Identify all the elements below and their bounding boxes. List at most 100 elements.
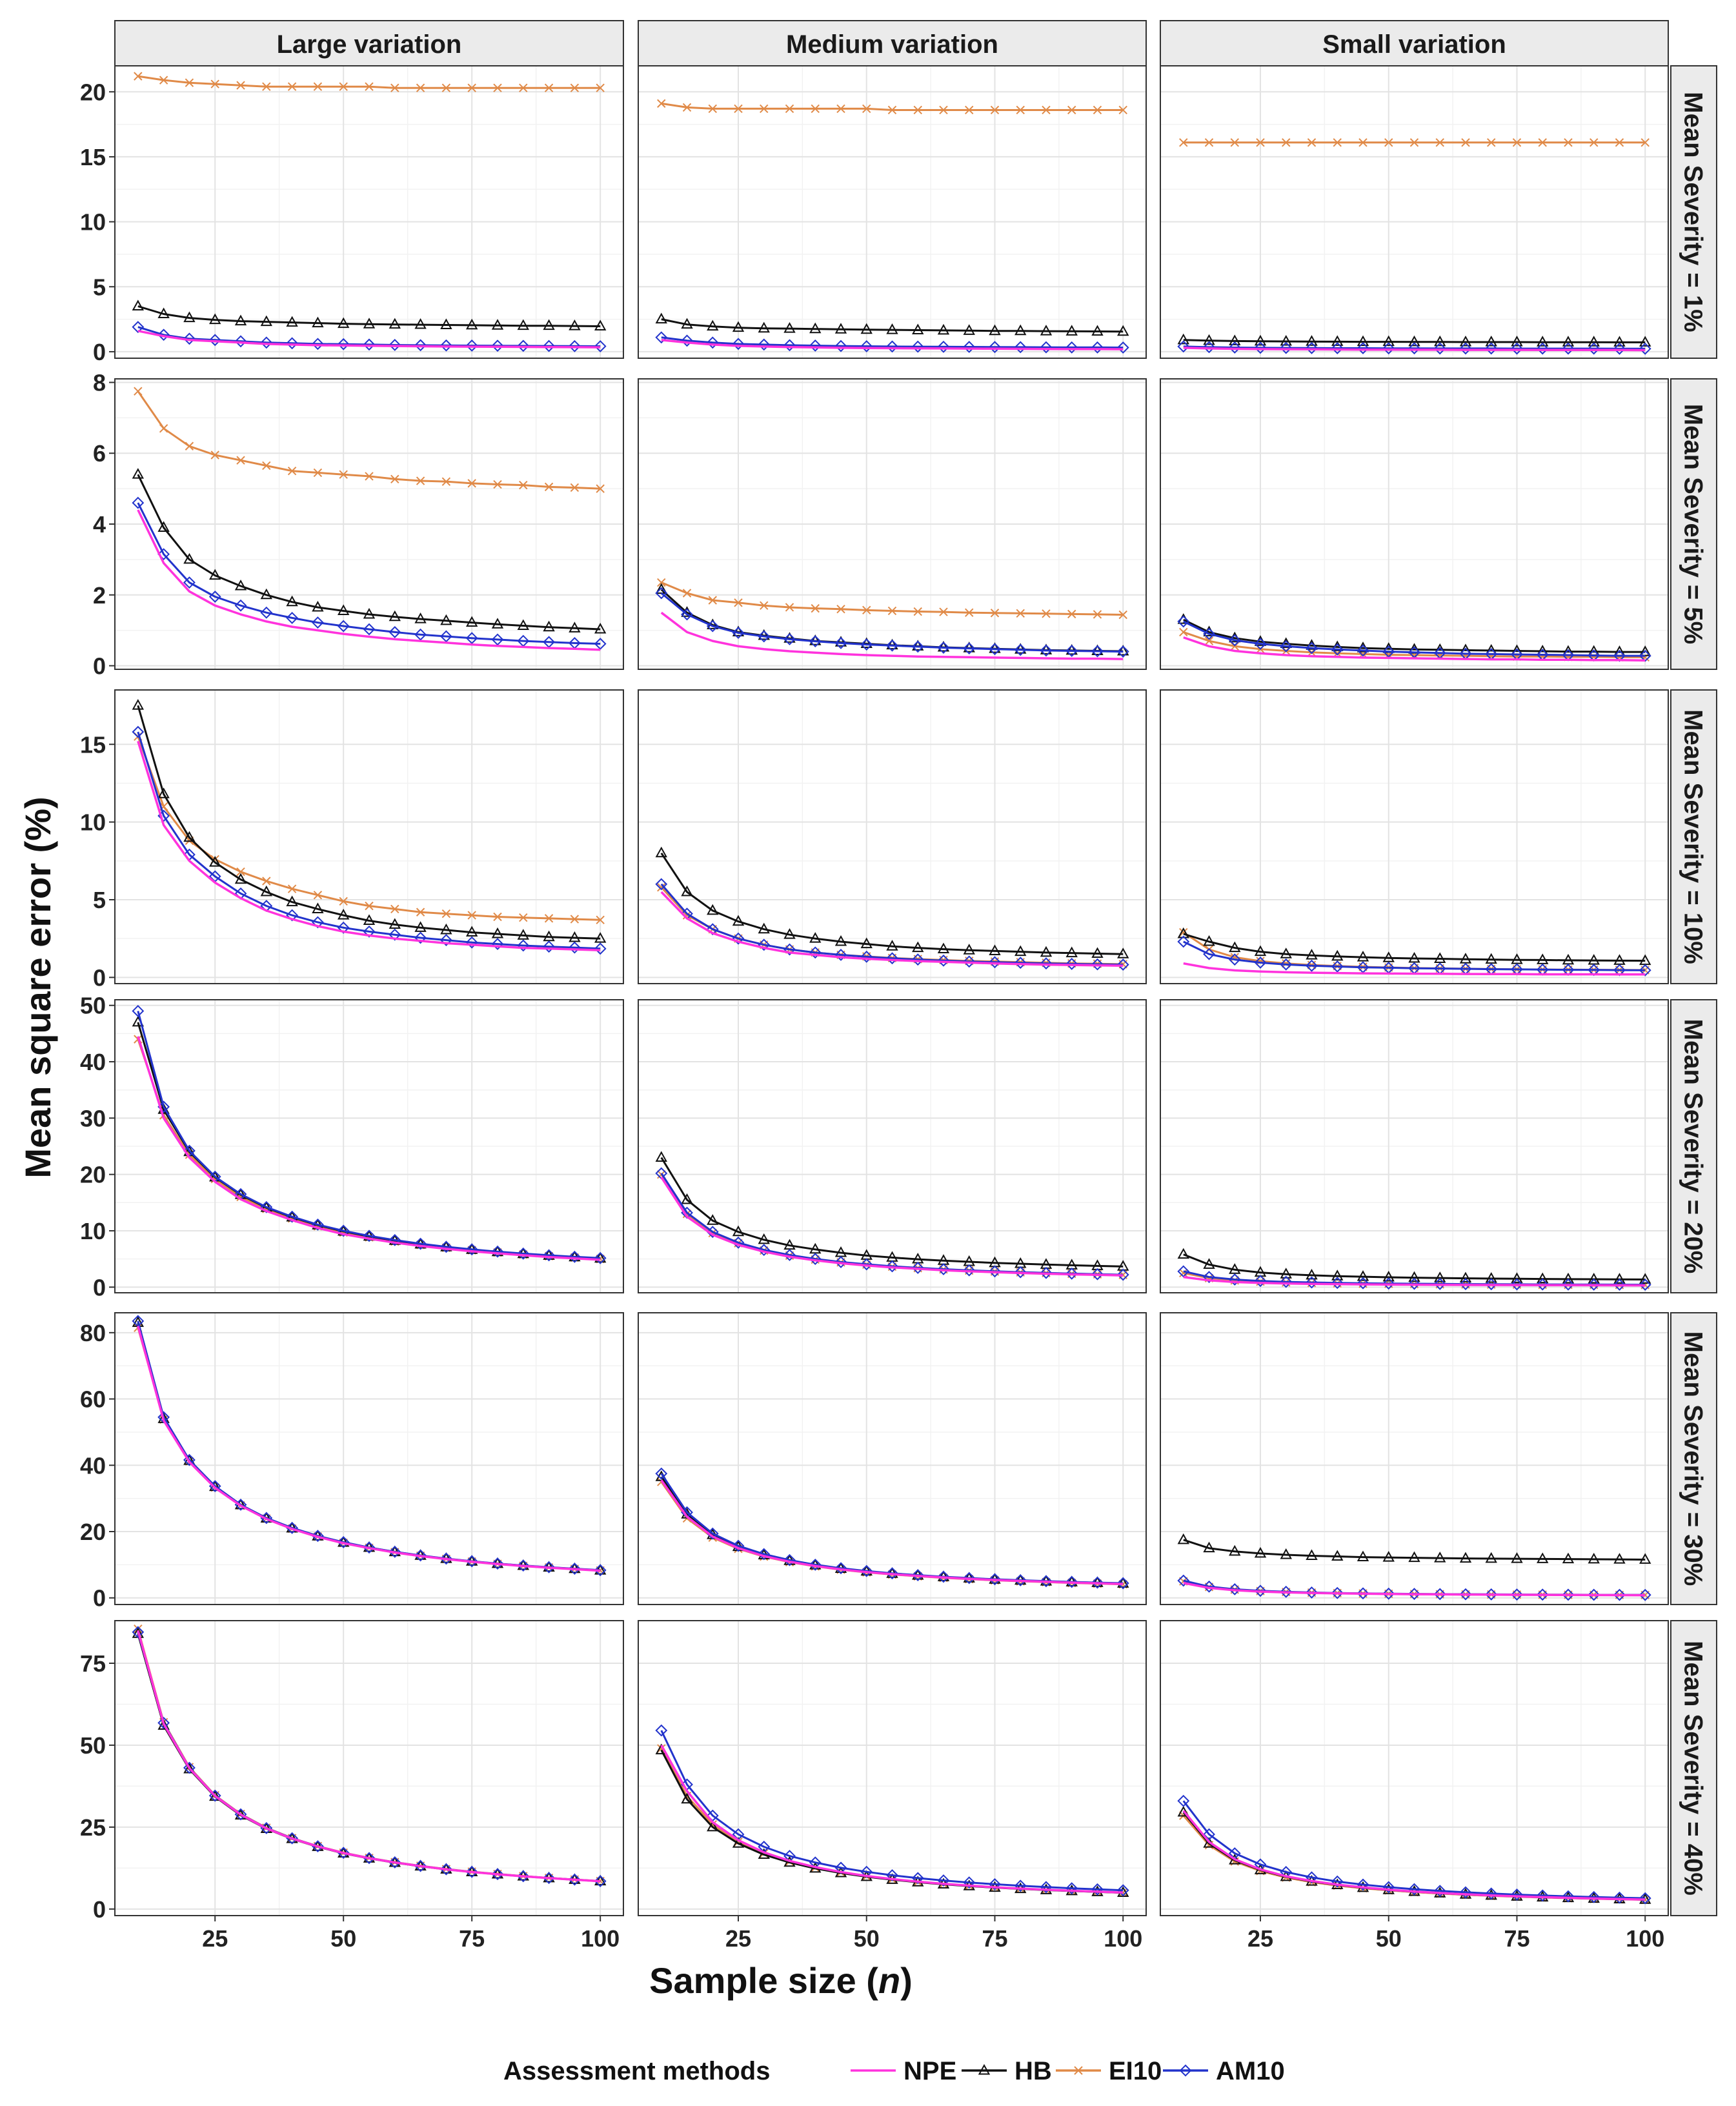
data-point-am10 bbox=[886, 952, 898, 965]
data-point-ei10 bbox=[1204, 138, 1214, 147]
data-point-am10 bbox=[1639, 1588, 1651, 1601]
data-point-hb bbox=[569, 622, 581, 633]
data-point-am10 bbox=[1562, 1890, 1575, 1903]
data-point-hb bbox=[937, 640, 950, 652]
data-point-am10 bbox=[1228, 1583, 1241, 1595]
series-hb bbox=[132, 299, 607, 330]
data-point-hb bbox=[758, 1233, 770, 1244]
data-point-hb bbox=[834, 323, 847, 334]
panel bbox=[1160, 378, 1669, 670]
data-point-am10 bbox=[860, 1258, 873, 1271]
data-point-hb bbox=[963, 944, 975, 955]
data-point-am10 bbox=[989, 1265, 1001, 1278]
data-point-am10 bbox=[1280, 1585, 1293, 1598]
series-line-am10 bbox=[1183, 345, 1646, 350]
data-point-hb bbox=[937, 323, 950, 335]
data-point-am10 bbox=[1536, 1278, 1549, 1291]
y-tick-label: 6 bbox=[93, 440, 106, 467]
data-point-am10 bbox=[363, 925, 376, 938]
series-am10 bbox=[655, 587, 1129, 658]
data-point-ei10 bbox=[570, 483, 580, 492]
data-point-am10 bbox=[465, 339, 478, 352]
data-point-hb bbox=[1091, 325, 1104, 336]
data-point-hb bbox=[655, 583, 667, 594]
data-point-hb bbox=[1065, 643, 1078, 655]
data-point-hb bbox=[1280, 947, 1292, 958]
panel: 0 20 40 60 80 bbox=[80, 1312, 624, 1612]
data-point-hb bbox=[132, 699, 145, 710]
data-point-am10 bbox=[1228, 953, 1241, 966]
legend-item-ei10: EI10 bbox=[1056, 2057, 1162, 2085]
data-point-am10 bbox=[1040, 1881, 1053, 1894]
data-point-hb bbox=[655, 846, 667, 858]
data-point-hb bbox=[363, 318, 376, 329]
data-point-am10 bbox=[1639, 1279, 1651, 1291]
data-point-am10 bbox=[809, 1253, 822, 1266]
series-line-npe bbox=[1183, 1275, 1646, 1287]
data-point-ei10 bbox=[287, 82, 297, 91]
series-am10 bbox=[132, 725, 607, 955]
data-point-ei10 bbox=[1118, 105, 1127, 115]
data-point-ei10 bbox=[1179, 627, 1188, 637]
data-point-hb bbox=[543, 620, 555, 632]
data-point-am10 bbox=[1306, 1276, 1318, 1289]
data-point-am10 bbox=[809, 946, 822, 959]
data-point-am10 bbox=[1040, 957, 1053, 970]
data-point-am10 bbox=[860, 950, 873, 963]
data-point-hb bbox=[758, 321, 770, 333]
data-point-am10 bbox=[132, 321, 145, 334]
data-point-hb bbox=[1434, 952, 1446, 963]
data-point-hb bbox=[1331, 1270, 1344, 1281]
y-tick-label: 0 bbox=[93, 1274, 106, 1301]
data-point-hb bbox=[732, 1225, 745, 1237]
data-point-ei10 bbox=[544, 914, 554, 923]
data-point-am10 bbox=[1588, 1588, 1600, 1601]
panel-border bbox=[1160, 1620, 1669, 1916]
data-point-hb bbox=[1306, 335, 1318, 346]
series-am10 bbox=[1177, 340, 1651, 355]
panel-background bbox=[638, 66, 1146, 358]
series-npe bbox=[137, 1326, 601, 1572]
data-point-hb bbox=[234, 579, 247, 591]
x-tick-label: 25 bbox=[202, 1925, 228, 1952]
data-point-am10 bbox=[1116, 1884, 1129, 1897]
data-point-am10 bbox=[260, 1200, 273, 1213]
data-point-am10 bbox=[1639, 342, 1651, 355]
y-tick-label: 10 bbox=[80, 1218, 106, 1244]
data-point-ei10 bbox=[1409, 138, 1419, 147]
data-point-am10 bbox=[1459, 342, 1472, 355]
data-point-hb bbox=[1065, 325, 1078, 336]
series-line-npe bbox=[1183, 962, 1646, 976]
series-line-hb bbox=[661, 318, 1124, 333]
data-point-hb bbox=[1203, 1258, 1215, 1269]
data-point-am10 bbox=[911, 953, 924, 966]
data-point-hb bbox=[260, 885, 273, 896]
data-point-hb bbox=[1065, 946, 1078, 958]
data-point-am10 bbox=[1408, 1588, 1420, 1600]
series-line-npe bbox=[660, 611, 1124, 660]
x-tick-label: 75 bbox=[1504, 1925, 1529, 1952]
y-tick-label: 50 bbox=[80, 993, 106, 1019]
data-point-ei10 bbox=[785, 603, 794, 612]
data-point-ei10 bbox=[657, 99, 666, 108]
data-point-am10 bbox=[1254, 341, 1267, 354]
data-point-hb bbox=[440, 923, 452, 935]
data-point-hb bbox=[809, 322, 822, 334]
data-point-am10 bbox=[1177, 1574, 1190, 1587]
data-point-am10 bbox=[389, 1856, 401, 1868]
data-point-hb bbox=[1459, 1552, 1472, 1563]
data-point-am10 bbox=[208, 591, 221, 603]
data-point-ei10 bbox=[596, 83, 605, 92]
y-tick-label: 4 bbox=[93, 511, 106, 538]
data-point-am10 bbox=[1014, 341, 1027, 354]
data-point-hb bbox=[1537, 1552, 1549, 1563]
panel: 0 2 4 6 8 bbox=[93, 369, 624, 680]
data-point-hb bbox=[1562, 1272, 1575, 1284]
data-point-am10 bbox=[1091, 341, 1104, 354]
data-point-am10 bbox=[1091, 1268, 1104, 1281]
series-line-hb bbox=[1183, 339, 1646, 343]
y-tick-label: 80 bbox=[80, 1320, 106, 1346]
y-tick-label: 40 bbox=[80, 1452, 106, 1479]
series-line-am10 bbox=[1183, 940, 1646, 971]
data-point-hb bbox=[1040, 325, 1053, 336]
